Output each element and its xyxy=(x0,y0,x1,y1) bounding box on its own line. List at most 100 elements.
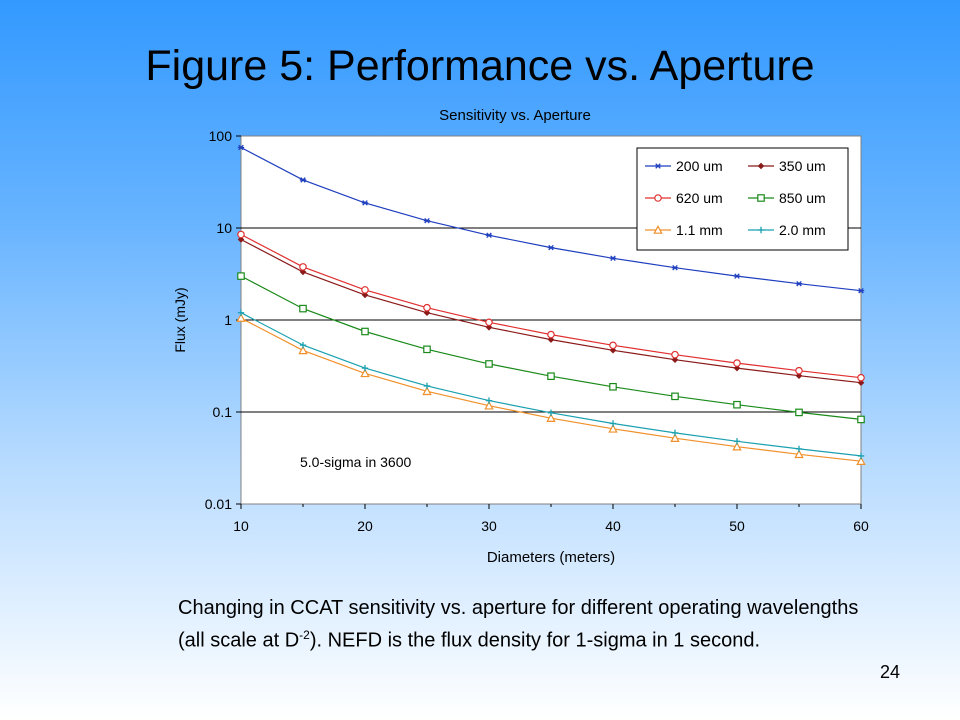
data-point xyxy=(609,341,617,350)
data-point xyxy=(671,429,679,437)
y-tick-label: 10 xyxy=(216,220,232,236)
data-point xyxy=(671,356,679,364)
data-point xyxy=(237,272,245,280)
data-point xyxy=(485,232,493,239)
data-point xyxy=(237,144,245,151)
data-point xyxy=(299,341,307,349)
caption-text-1: Changing in CCAT sensitivity vs. apertur… xyxy=(178,597,859,652)
data-point xyxy=(794,449,804,459)
legend-label: 1.1 mm xyxy=(676,222,723,238)
data-point xyxy=(361,327,369,336)
sigma-annotation: 5.0-sigma in 3600 xyxy=(300,454,412,470)
legend-label: 620 um xyxy=(676,190,723,206)
data-point xyxy=(423,345,431,354)
data-point xyxy=(485,360,493,368)
legend-swatch-marker xyxy=(757,226,765,234)
legend-swatch-marker xyxy=(757,194,765,202)
y-axis-label: Flux (mJy) xyxy=(172,287,188,352)
y-tick-label: 0.01 xyxy=(205,496,232,512)
data-point xyxy=(547,372,555,380)
x-tick-label: 50 xyxy=(729,518,745,534)
page-number: 24 xyxy=(880,662,901,682)
data-point xyxy=(547,409,555,417)
data-point xyxy=(671,350,679,359)
data-point xyxy=(237,236,245,243)
slide-title: Figure 5: Performance vs. Aperture xyxy=(145,42,815,90)
data-point xyxy=(733,273,741,279)
data-point xyxy=(547,330,555,339)
y-tick-label: 100 xyxy=(209,128,233,144)
data-point xyxy=(609,346,617,354)
legend-label: 850 um xyxy=(779,190,826,206)
data-point xyxy=(360,368,370,378)
data-point xyxy=(670,433,680,443)
legend-swatch-marker xyxy=(654,194,662,202)
data-point xyxy=(671,392,679,401)
data-point xyxy=(857,379,865,387)
data-point xyxy=(671,264,679,271)
data-point xyxy=(485,318,493,327)
data-point xyxy=(733,359,741,367)
data-point xyxy=(795,280,803,287)
data-point xyxy=(795,408,803,417)
data-point xyxy=(361,286,369,294)
data-point xyxy=(609,382,617,391)
x-tick-label: 30 xyxy=(481,518,497,534)
figure-caption: Changing in CCAT sensitivity vs. apertur… xyxy=(178,595,868,655)
data-point xyxy=(547,336,555,343)
x-tick-label: 40 xyxy=(605,518,621,534)
series-350-um xyxy=(237,236,865,387)
data-point xyxy=(857,373,865,382)
legend-label: 350 um xyxy=(779,158,826,174)
legend-swatch-marker xyxy=(757,162,765,170)
data-point xyxy=(299,177,307,183)
data-point xyxy=(857,415,865,424)
x-axis-label: Diameters (meters) xyxy=(487,549,615,566)
data-point xyxy=(361,291,369,299)
data-point xyxy=(547,244,555,251)
data-point xyxy=(733,400,741,409)
data-point xyxy=(422,386,432,396)
data-point xyxy=(423,382,431,390)
x-tick-label: 20 xyxy=(357,518,373,534)
data-point xyxy=(857,287,865,294)
data-point xyxy=(361,200,369,206)
data-point xyxy=(795,372,803,380)
x-tick-label: 10 xyxy=(233,518,249,534)
data-point xyxy=(795,445,803,453)
data-point xyxy=(299,304,307,313)
legend-label: 200 um xyxy=(676,158,723,174)
series-620-um xyxy=(237,230,865,382)
y-tick-label: 0.1 xyxy=(213,404,233,420)
data-point xyxy=(608,423,618,433)
series-850-um xyxy=(237,272,865,424)
legend: 200 um 350 um 620 um 850 um 1.1 mm 2.0 mm xyxy=(636,147,849,251)
series-2-0-mm xyxy=(237,309,865,460)
data-point xyxy=(609,255,617,262)
legend-label: 2.0 mm xyxy=(779,222,826,238)
legend-swatch-marker xyxy=(654,163,662,169)
data-point xyxy=(299,263,307,271)
data-point xyxy=(795,366,803,375)
data-point xyxy=(423,309,431,317)
data-point xyxy=(237,230,245,239)
series-1-1-mm xyxy=(236,313,866,465)
data-point xyxy=(237,309,245,316)
data-point xyxy=(299,268,307,276)
data-point xyxy=(485,397,493,404)
data-point xyxy=(609,420,617,427)
data-point xyxy=(298,345,308,355)
legend-box xyxy=(636,147,849,251)
data-point xyxy=(732,441,742,451)
x-tick-label: 60 xyxy=(853,518,869,534)
caption-text-2: ). NEFD is the flux density for 1-sigma … xyxy=(309,629,761,652)
data-point xyxy=(423,217,431,224)
data-point xyxy=(856,456,866,465)
data-point xyxy=(733,364,741,372)
chart-title: Sensitivity vs. Aperture xyxy=(439,107,591,124)
series-200-um xyxy=(237,144,865,294)
legend-swatch-marker xyxy=(653,225,663,234)
data-point xyxy=(546,413,556,422)
data-point xyxy=(423,303,431,312)
caption-exponent: -2 xyxy=(299,628,310,642)
